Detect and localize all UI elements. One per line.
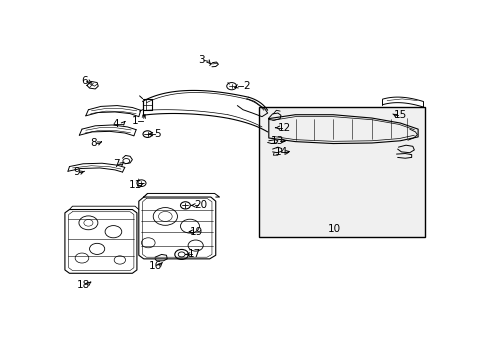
Text: 5: 5 — [154, 129, 161, 139]
Text: 4: 4 — [113, 118, 119, 129]
Text: 1: 1 — [131, 116, 138, 126]
Text: 2: 2 — [243, 81, 250, 91]
Text: 20: 20 — [194, 201, 207, 210]
Text: 3: 3 — [198, 55, 204, 65]
Text: 17: 17 — [187, 249, 201, 260]
Text: 13: 13 — [271, 136, 284, 146]
Text: 16: 16 — [148, 261, 162, 270]
Text: 7: 7 — [113, 159, 119, 169]
Text: 8: 8 — [90, 138, 97, 148]
Text: 18: 18 — [76, 280, 89, 290]
Text: 10: 10 — [327, 224, 340, 234]
Text: 12: 12 — [278, 123, 291, 133]
Text: 14: 14 — [275, 147, 288, 157]
Bar — [259, 107, 424, 237]
Text: 11: 11 — [128, 180, 142, 190]
Text: 6: 6 — [81, 76, 88, 86]
Text: 15: 15 — [393, 110, 406, 120]
Text: 9: 9 — [74, 167, 80, 177]
Text: 19: 19 — [190, 227, 203, 237]
